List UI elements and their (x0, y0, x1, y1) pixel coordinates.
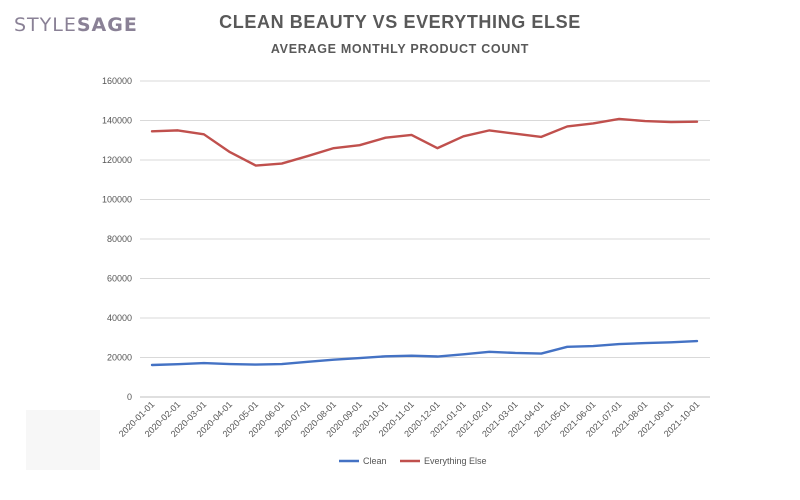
legend: Clean Everything Else (339, 456, 487, 466)
y-axis-ticks: 0 20000 40000 60000 80000 100000 120000 140000 1… (102, 76, 132, 402)
chart-title: CLEAN BEAUTY VS EVERYTHING ELSE (219, 12, 581, 32)
series-lines (150, 117, 699, 367)
y-tick-label: 0 (127, 392, 132, 402)
brand-logo-part2: SAGE (76, 14, 138, 36)
y-tick-label: 140000 (102, 116, 132, 126)
legend-label: Everything Else (424, 456, 487, 466)
legend-label: Clean (363, 456, 387, 466)
brand-logo: STYLESAGE (14, 14, 138, 36)
y-tick-label: 60000 (107, 274, 132, 284)
chart-subtitle: AVERAGE MONTHLY PRODUCT COUNT (270, 42, 530, 56)
brand-logo-part1: STYLE (14, 14, 77, 36)
y-tick-label: 160000 (102, 76, 132, 86)
y-tick-label: 100000 (102, 195, 132, 205)
y-tick-label: 40000 (107, 313, 132, 323)
background-panel (26, 410, 100, 470)
gridlines (140, 80, 710, 358)
y-tick-label: 80000 (107, 234, 132, 244)
y-tick-label: 120000 (102, 155, 132, 165)
x-axis-ticks: 2020-01-012020-02-012020-03-012020-04-01… (117, 399, 702, 439)
series-line-everything-else (150, 117, 699, 167)
series-line-clean (150, 339, 699, 367)
y-tick-label: 20000 (107, 353, 132, 363)
